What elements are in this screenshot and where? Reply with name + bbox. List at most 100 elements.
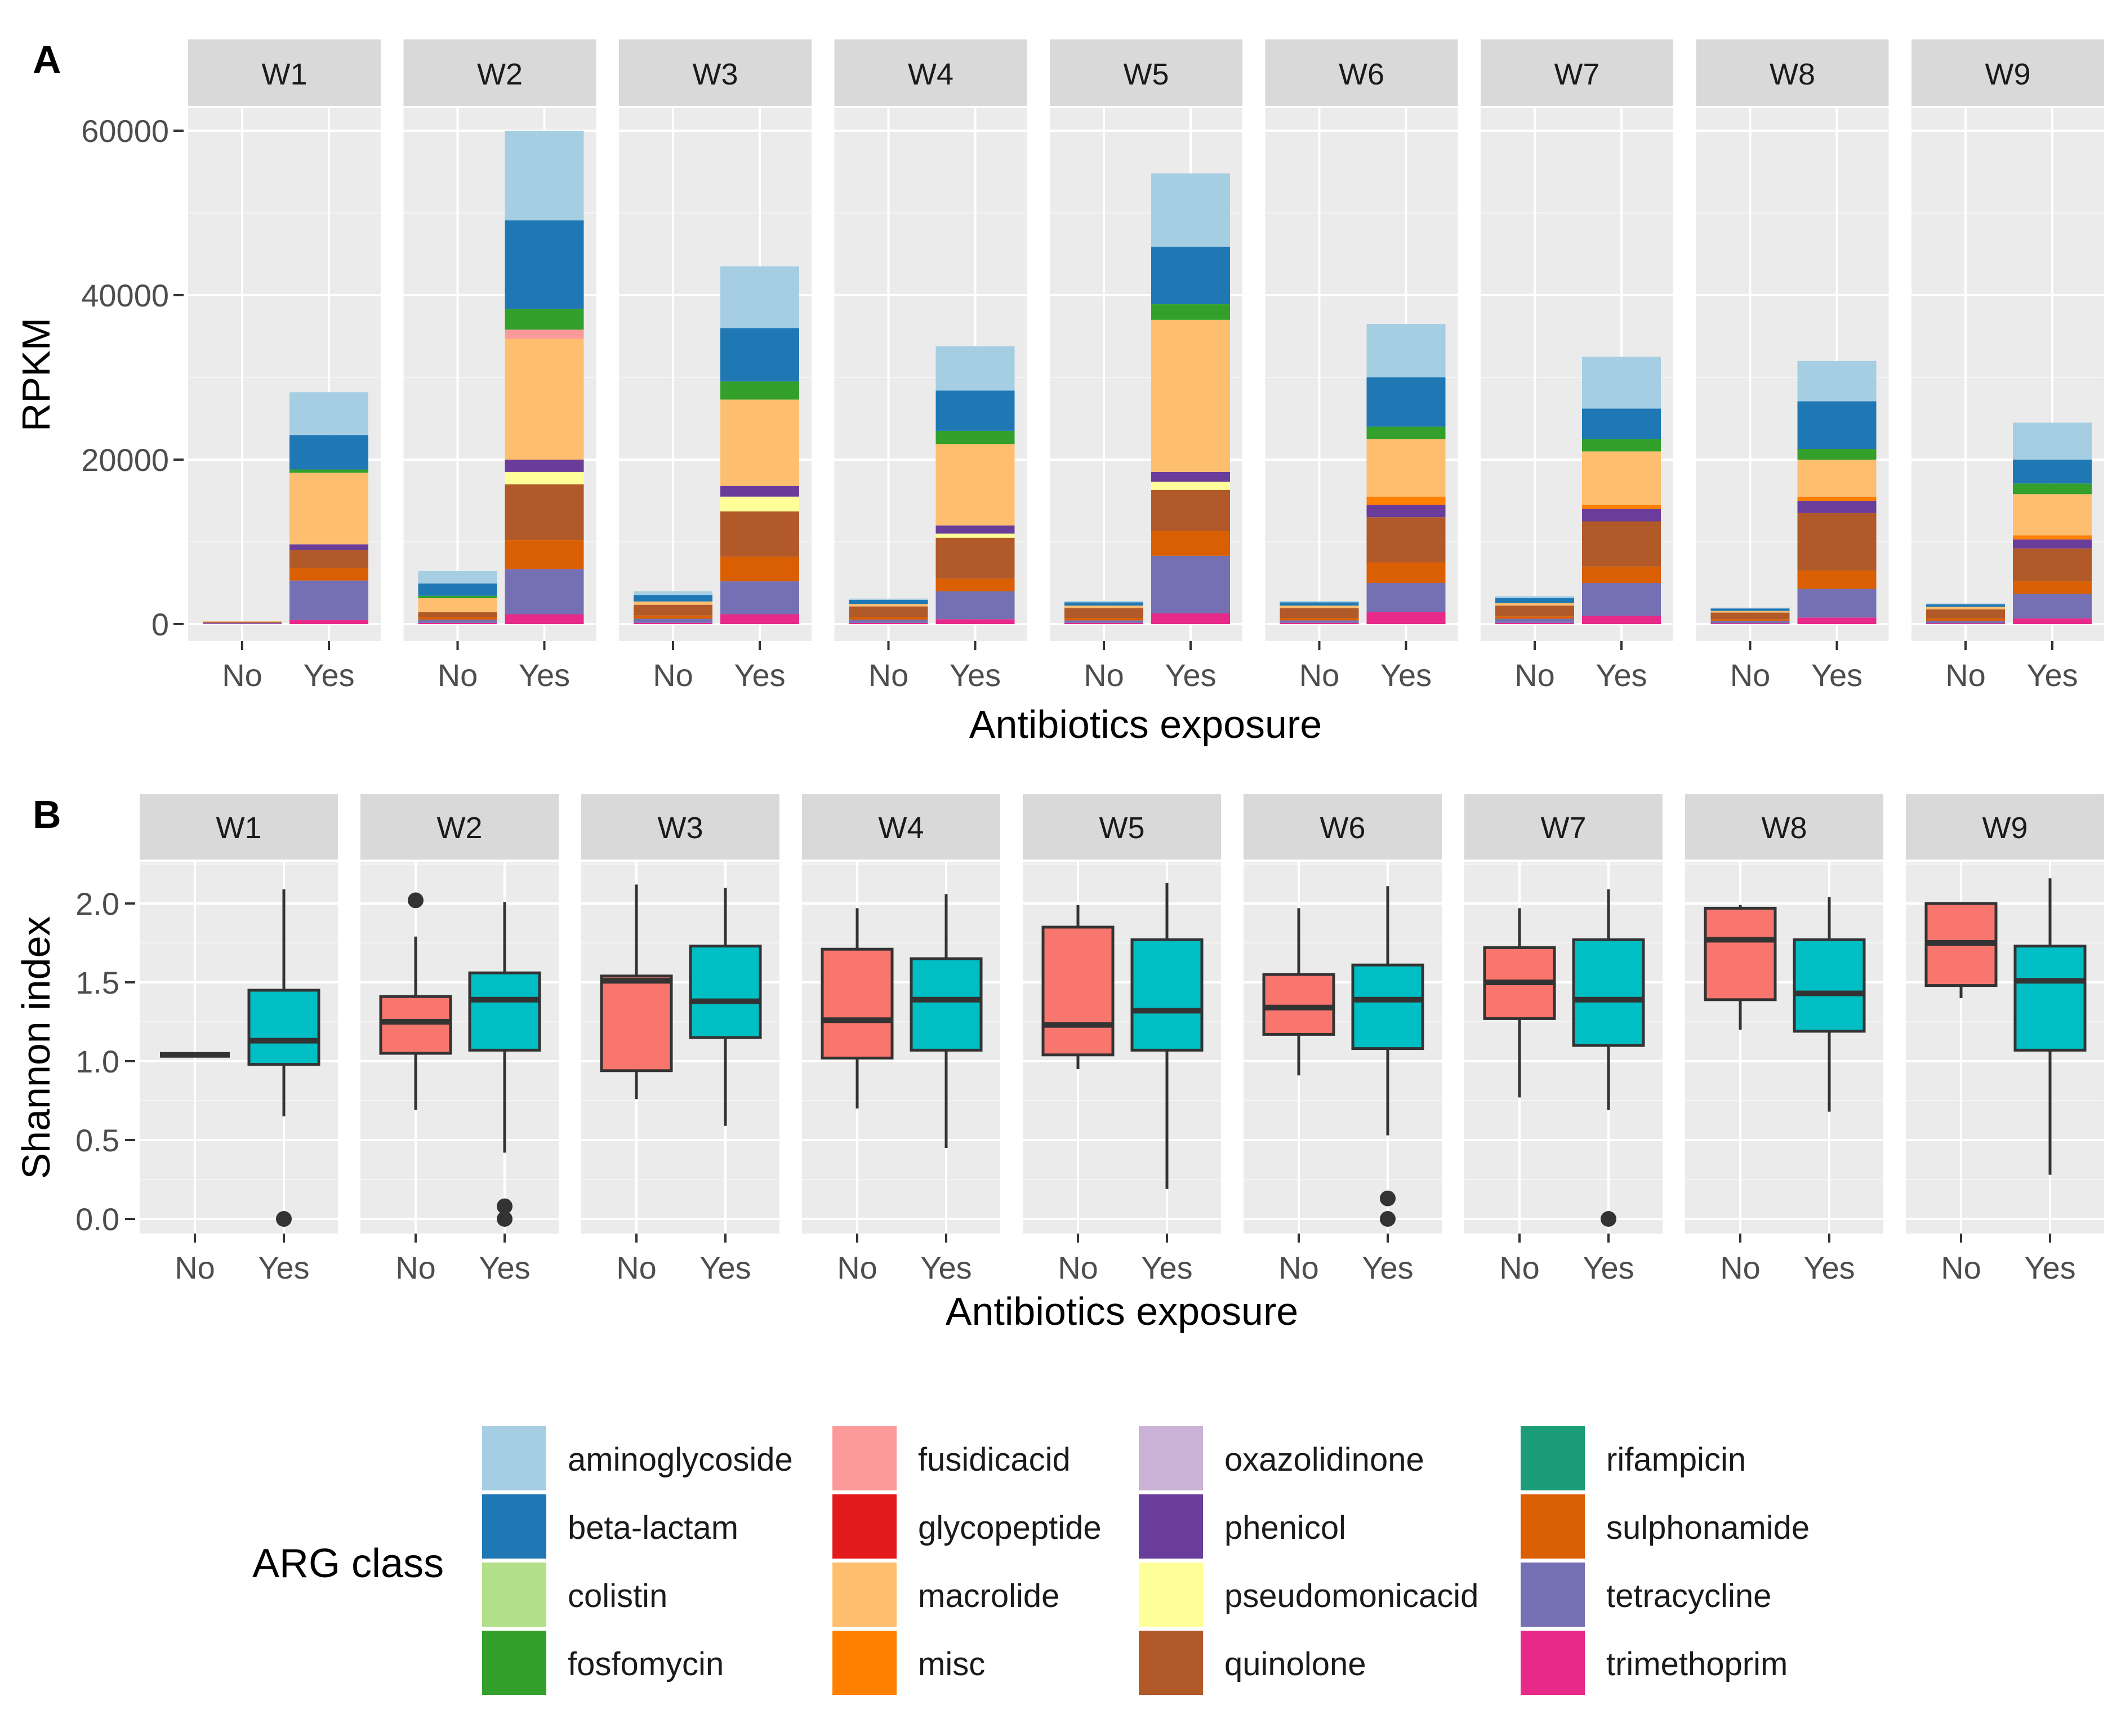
facet-strip (802, 794, 1000, 860)
legend-label: beta-lactam (568, 1510, 738, 1546)
bar-segment-phenicol (2013, 539, 2092, 549)
x-tick-label: No (438, 657, 478, 693)
legend-label: phenicol (1224, 1510, 1346, 1546)
facet-strip (1265, 39, 1458, 106)
facet-label: W5 (1124, 57, 1169, 91)
legend-label: sulphonamide (1606, 1510, 1810, 1546)
box-iqr (247, 989, 320, 1066)
box-iqr (689, 945, 762, 1039)
bar-segment-phenicol (720, 486, 799, 497)
facet-strip (581, 794, 779, 860)
bar-segment-phenicol (289, 544, 368, 550)
bar-segment-phenicol (1366, 505, 1446, 518)
y-tick-label: 0 (152, 607, 169, 642)
x-tick-label: Yes (1141, 1250, 1192, 1285)
bar-segment-pseudomonicacid (505, 471, 584, 484)
x-tick-label: No (1514, 657, 1555, 693)
bar-segment-phenicol (1582, 509, 1661, 522)
x-axis-title: Antibiotics exposure (946, 1289, 1298, 1333)
facet-label: W3 (658, 811, 703, 845)
x-tick-label: No (175, 1250, 215, 1285)
bar-segment-sulphonamide (720, 557, 799, 582)
box-iqr (468, 971, 541, 1052)
facet-strip (1481, 39, 1673, 106)
bar-segment-tetracycline (1582, 583, 1661, 616)
bar-segment-fosfomycin (2013, 483, 2092, 495)
bar-segment-quinolone (849, 606, 928, 617)
bar-segment-macrolide (720, 399, 799, 486)
bar-segment-trimethoprim (1582, 616, 1661, 624)
x-tick-label: No (222, 657, 262, 693)
x-tick-label: Yes (479, 1250, 530, 1285)
bar-segment-aminoglycoside (1495, 596, 1574, 599)
bar-segment-sulphonamide (1926, 618, 2005, 621)
facet-label: W9 (1985, 57, 2031, 91)
bar-segment-quinolone (935, 537, 1015, 579)
bar-segment-tetracycline (2013, 593, 2092, 618)
y-tick-label: 2.0 (75, 886, 119, 922)
bar-segment-trimethoprim (634, 622, 712, 624)
legend-label: aminoglycoside (568, 1441, 793, 1478)
x-tick-label: Yes (303, 657, 354, 693)
bar-segment-macrolide (1280, 606, 1359, 608)
box-iqr (1351, 963, 1424, 1050)
legend-label: macrolide (918, 1578, 1059, 1614)
facet-label: W4 (908, 57, 953, 91)
bar-segment-fosfomycin (418, 595, 497, 599)
x-tick-label: Yes (920, 1250, 972, 1285)
facet-label: W4 (879, 811, 924, 845)
bar-segment-sulphonamide (1366, 562, 1446, 583)
y-tick-label: 40000 (81, 278, 169, 313)
facet-strip (1696, 39, 1889, 106)
box-iqr (379, 995, 452, 1055)
box-iqr (1704, 906, 1777, 1001)
bar-segment-aminoglycoside (418, 571, 497, 584)
box-iqr (1041, 925, 1115, 1057)
panel-label: B (33, 793, 61, 836)
bar-segment-quinolone (1064, 608, 1143, 618)
bar-segment-misc (1582, 505, 1661, 509)
facet-strip (1050, 39, 1242, 106)
bar-segment-fosfomycin (505, 309, 584, 330)
x-tick-label: No (1945, 657, 1986, 693)
bar-segment-trimethoprim (2013, 618, 2092, 624)
bar-segment-tetracycline (289, 580, 368, 620)
x-tick-label: Yes (734, 657, 785, 693)
facet-label: W2 (437, 811, 483, 845)
bar-segment-quinolone (418, 612, 497, 617)
bar-segment-macrolide (1366, 439, 1446, 497)
bar-segment-quinolone (289, 550, 368, 568)
x-tick-label: Yes (1583, 1250, 1634, 1285)
x-tick-label: No (837, 1250, 877, 1285)
x-tick-label: Yes (1811, 657, 1862, 693)
y-tick-label: 60000 (81, 113, 169, 149)
facet-strip (619, 39, 812, 106)
bar-segment-tetracycline (849, 619, 928, 623)
facet-label: W5 (1099, 811, 1145, 845)
y-tick-label: 1.0 (75, 1044, 119, 1079)
bar-segment-quinolone (1495, 606, 1574, 617)
facet-label: W2 (477, 57, 523, 91)
bar-segment-sulphonamide (1797, 571, 1877, 589)
bar-segment-sulphonamide (1064, 618, 1143, 621)
facet-label: W6 (1339, 57, 1384, 91)
y-tick-label: 0.0 (75, 1201, 119, 1237)
bar-segment-phenicol (1797, 501, 1877, 513)
bar-segment-aminoglycoside (1797, 360, 1877, 402)
legend: ARG class aminoglycoside beta-lactam colist… (252, 1426, 1810, 1695)
box-outlier (1380, 1211, 1396, 1227)
bar-segment-tetracycline (1710, 621, 1790, 624)
legend-swatch-beta-lactam (482, 1494, 546, 1559)
bar-segment-aminoglycoside (505, 131, 584, 221)
bar-segment-aminoglycoside (634, 591, 712, 595)
bar-segment-sulphonamide (634, 615, 712, 619)
bar-segment-quinolone (1926, 609, 2005, 618)
panel-b-shannon-chart: B 0.0 0.5 1.0 1.5 2.0 W1 No Yes W2 No Yes W3 No Yes W4 N… (14, 793, 2104, 1333)
bar-segment-trimethoprim (1064, 622, 1143, 624)
y-tick-label: 20000 (81, 442, 169, 478)
bar-segment-macrolide (203, 621, 282, 622)
legend-label: fosfomycin (568, 1646, 724, 1682)
bar-segment-tetracycline (1280, 620, 1359, 623)
bar-segment-tetracycline (1366, 583, 1446, 612)
